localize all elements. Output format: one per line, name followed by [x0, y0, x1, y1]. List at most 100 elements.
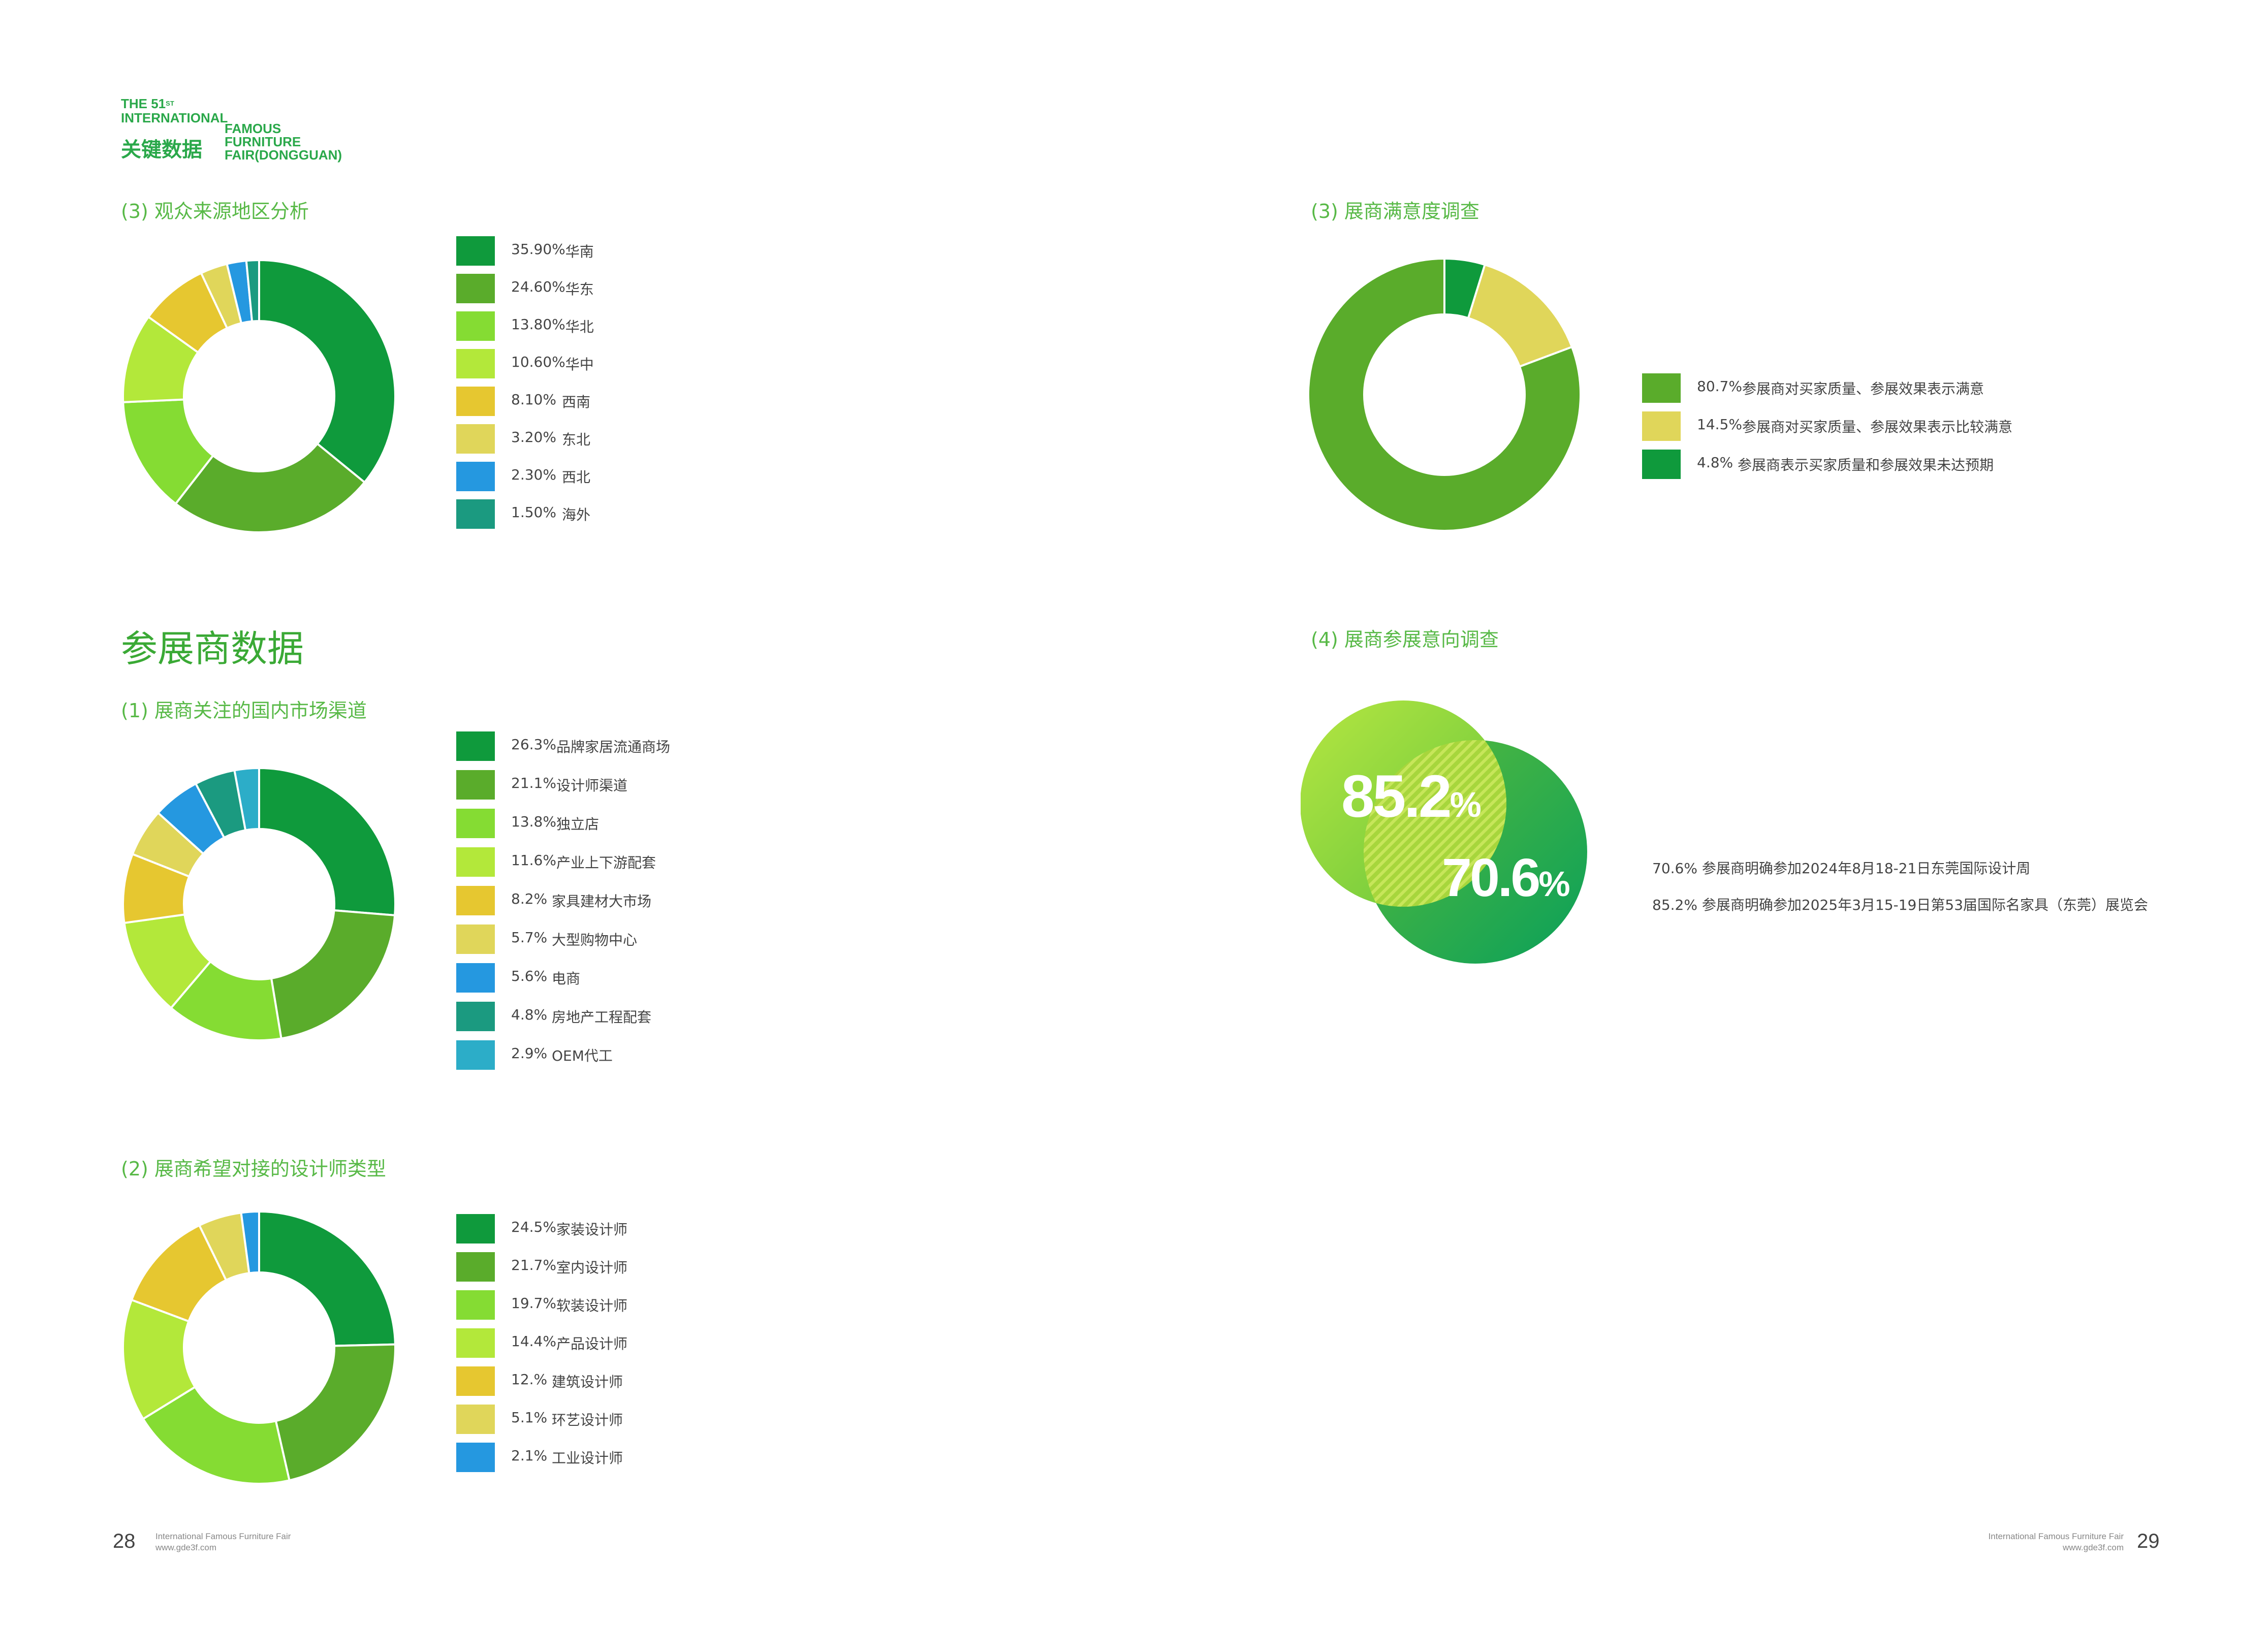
donut-slice-1 — [1307, 257, 1582, 532]
legend-label: 8.10% 西南 — [511, 391, 590, 411]
donut-slice-9 — [233, 767, 260, 832]
legend-item: 26.3% 品牌家居流通商场 — [456, 731, 670, 761]
donut-slice-1 — [258, 1210, 396, 1347]
legend-category: 产业上下游配套 — [556, 854, 656, 871]
logo-fair-name: FAMOUS FURNITURE FAIR(DONGGUAN) — [225, 121, 342, 163]
legend-item: 80.7% 参展商对买家质量、参展效果表示满意 — [1642, 373, 1984, 403]
legend-swatch — [456, 1290, 495, 1320]
legend-category: 西南 — [562, 394, 591, 410]
legend-value: 4.8% — [1697, 454, 1734, 471]
legend-item: 14.4% 产品设计师 — [456, 1328, 627, 1358]
legend-swatch — [456, 311, 495, 341]
legend-item: 2.1% 工业设计师 — [456, 1443, 623, 1472]
legend-label: 2.30% 西北 — [511, 466, 590, 487]
legend-category: 参展商对买家质量、参展效果表示比较满意 — [1742, 419, 2012, 435]
section-title-designer-type: (2) 展商希望对接的设计师类型 — [121, 1158, 386, 1180]
legend-value: 5.1% — [511, 1409, 548, 1426]
legend-value: 2.30% — [511, 466, 556, 483]
legend-item: 5.7% 大型购物中心 — [456, 924, 637, 954]
legend-item: 3.20% 东北 — [456, 424, 590, 454]
legend-value: 2.9% — [511, 1045, 548, 1062]
legend-value: 11.6% — [511, 852, 556, 869]
legend-value: 2.1% — [511, 1447, 548, 1464]
legend-item: 1.50% 海外 — [456, 499, 590, 529]
legend-item: 5.6% 电商 — [456, 963, 580, 993]
footer-right-text: International Famous Furniture Fair www.… — [1988, 1532, 2124, 1552]
legend-category: 电商 — [552, 970, 581, 987]
legend-label: 19.7% 软装设计师 — [511, 1295, 627, 1315]
legend-item: 24.5% 家装设计师 — [456, 1214, 627, 1244]
legend-category: 室内设计师 — [556, 1259, 627, 1276]
legend-swatch — [456, 809, 495, 838]
donut-slice-7 — [240, 1210, 260, 1274]
legend-item: 2.9% OEM代工 — [456, 1040, 613, 1070]
legend-value: 8.10% — [511, 391, 556, 408]
legend-value: 13.8% — [511, 813, 556, 830]
donut-slice-1 — [258, 767, 396, 917]
legend-value: 21.7% — [511, 1257, 556, 1273]
donut-slice-2 — [274, 1343, 396, 1482]
legend-value: 10.60% — [511, 354, 565, 370]
legend-swatch — [456, 1328, 495, 1358]
legend-label: 10.60% 华中 — [511, 354, 594, 374]
legend-label: 21.7% 室内设计师 — [511, 1257, 627, 1277]
legend-label: 1.50% 海外 — [511, 504, 590, 524]
legend-category: 华南 — [565, 243, 594, 260]
legend-value: 26.3% — [511, 736, 556, 753]
legend-swatch — [1642, 411, 1681, 441]
donut-slice-1 — [258, 259, 396, 484]
legend-swatch — [456, 387, 495, 416]
intention-venn-diagram — [1301, 700, 1587, 964]
venn-value-85-2: 85.2% — [1341, 763, 1482, 830]
donut-slice-3 — [169, 960, 282, 1041]
donut-slice-2 — [270, 909, 396, 1040]
legend-value: 3.20% — [511, 429, 556, 445]
venn-overlap — [1364, 740, 1506, 907]
legend-item: 21.1% 设计师渠道 — [456, 770, 627, 800]
exhibitor-data-heading: 参展商数据 — [121, 627, 304, 670]
legend-label: 5.7% 大型购物中心 — [511, 929, 637, 949]
footer-left-text: International Famous Furniture Fair www.… — [155, 1532, 291, 1552]
intention-note-design-week: 70.6% 参展商明确参加2024年8月18-21日东莞国际设计周 — [1652, 860, 2031, 877]
legend-label: 35.90% 华南 — [511, 241, 594, 261]
legend-label: 14.5% 参展商对买家质量、参展效果表示比较满意 — [1697, 416, 2012, 436]
legend-item: 10.60% 华中 — [456, 349, 594, 378]
legend-label: 8.2% 家具建材大市场 — [511, 890, 651, 911]
legend-category: 建筑设计师 — [552, 1374, 623, 1390]
legend-category: 工业设计师 — [552, 1450, 623, 1466]
legend-category: 参展商表示买家质量和参展效果未达预期 — [1738, 457, 1994, 473]
legend-swatch — [456, 462, 495, 491]
donut-slice-2 — [1467, 263, 1573, 368]
legend-label: 4.8% 参展商表示买家质量和参展效果未达预期 — [1697, 454, 1994, 474]
legend-category: 参展商对买家质量、参展效果表示满意 — [1742, 380, 1984, 397]
legend-label: 4.8% 房地产工程配套 — [511, 1006, 651, 1027]
legend-value: 14.5% — [1697, 416, 1742, 433]
legend-item: 8.10% 西南 — [456, 387, 590, 416]
legend-category: 家具建材大市场 — [552, 893, 652, 910]
legend-swatch — [456, 1443, 495, 1472]
legend-category: 独立店 — [556, 816, 599, 833]
legend-category: 家装设计师 — [556, 1221, 627, 1238]
legend-category: 华东 — [565, 281, 594, 298]
legend-category: 海外 — [562, 506, 591, 523]
legend-value: 4.8% — [511, 1006, 548, 1023]
legend-swatch — [456, 499, 495, 529]
legend-swatch — [456, 1252, 495, 1282]
section-title-satisfaction: (3) 展商满意度调查 — [1311, 200, 1479, 222]
legend-swatch — [456, 1214, 495, 1244]
legend-swatch — [456, 274, 495, 303]
legend-label: 80.7% 参展商对买家质量、参展效果表示满意 — [1697, 378, 1984, 398]
legend-swatch — [456, 1366, 495, 1396]
legend-item: 21.7% 室内设计师 — [456, 1252, 627, 1282]
intention-note-furniture-fair: 85.2% 参展商明确参加2025年3月15-19日第53届国际名家具（东莞）展… — [1652, 897, 2148, 913]
page-number-right: 29 — [2137, 1530, 2160, 1552]
donut-slice-8 — [245, 259, 260, 323]
donut-slice-2 — [174, 442, 366, 533]
legend-label: 11.6% 产业上下游配套 — [511, 852, 656, 872]
legend-swatch — [1642, 373, 1681, 403]
venn-value-70-6: 70.6% — [1442, 848, 1570, 908]
legend-item: 5.1% 环艺设计师 — [456, 1405, 623, 1434]
legend-item: 35.90% 华南 — [456, 236, 594, 266]
logo-cn-title: 关键数据 — [121, 138, 202, 162]
